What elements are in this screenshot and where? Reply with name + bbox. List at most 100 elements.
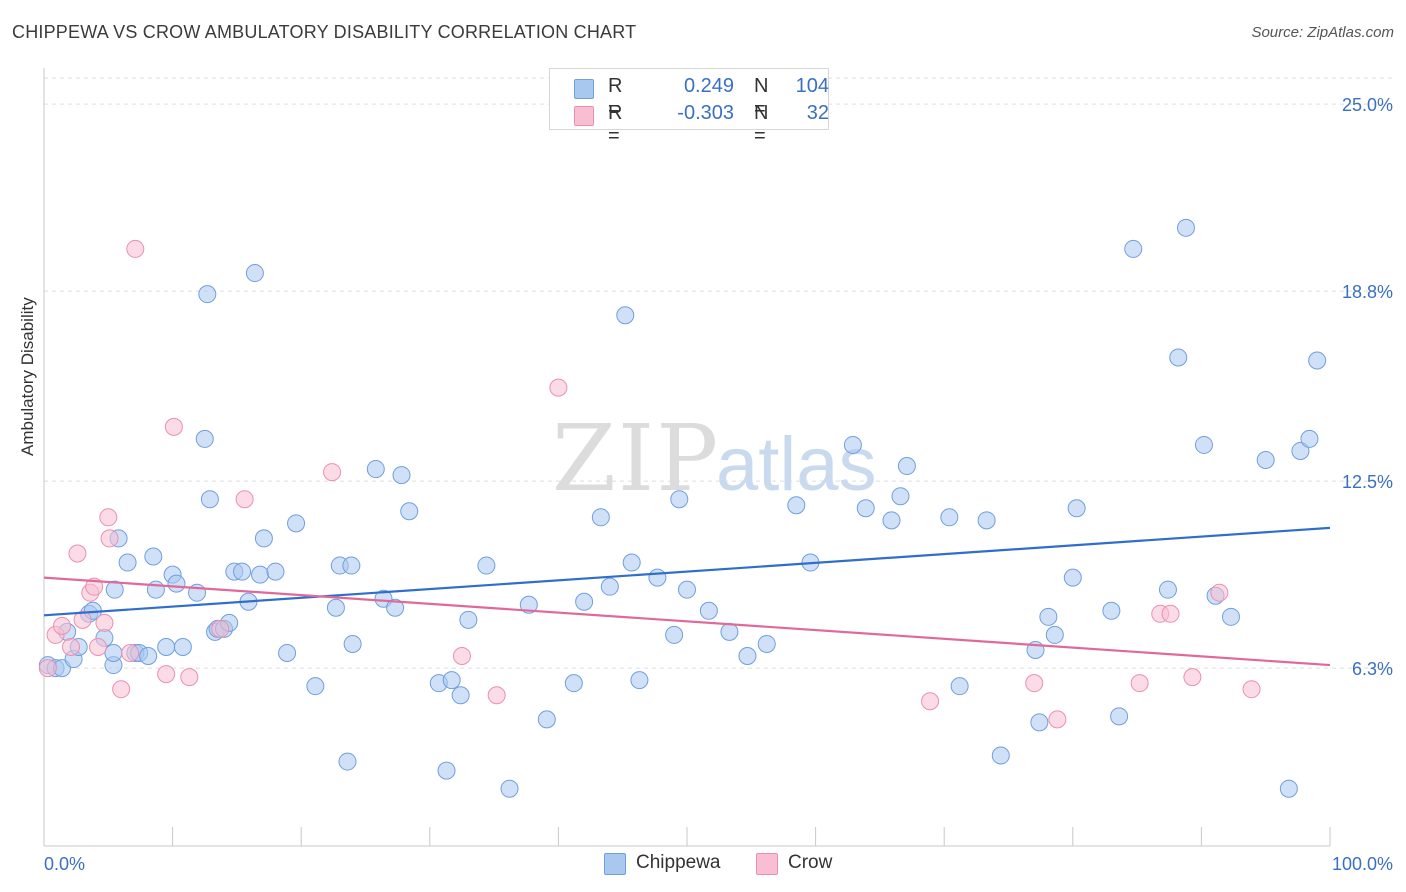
data-point — [665, 625, 684, 644]
data-point — [437, 761, 456, 780]
data-point — [126, 239, 145, 258]
data-point — [266, 562, 285, 581]
data-point — [62, 637, 81, 656]
data-point — [1169, 348, 1188, 367]
data-point — [233, 562, 252, 581]
data-point — [211, 619, 230, 638]
data-point — [343, 634, 362, 653]
grid-lines — [44, 77, 1392, 669]
data-point — [157, 665, 176, 684]
stats-legend-box: R = 0.249 N = 104 R = -0.303 N = 32 — [549, 68, 829, 147]
data-point — [1176, 218, 1195, 237]
data-point — [549, 378, 568, 397]
legend-label: Crow — [788, 852, 833, 873]
y-axis-label: Ambulatory Disability — [18, 297, 37, 456]
data-point — [342, 556, 361, 575]
data-point — [977, 511, 996, 530]
data-point — [648, 568, 667, 587]
data-point — [1194, 435, 1213, 454]
chart-title: CHIPPEWA VS CROW AMBULATORY DISABILITY C… — [12, 22, 637, 42]
data-point — [235, 490, 254, 509]
data-point — [921, 692, 940, 711]
x-tick-label: 0.0% — [44, 854, 85, 874]
data-point — [1102, 601, 1121, 620]
data-point — [1183, 668, 1202, 687]
data-point — [121, 644, 140, 663]
data-point — [537, 710, 556, 729]
data-point — [891, 487, 910, 506]
data-point — [68, 544, 87, 563]
data-point — [157, 637, 176, 656]
data-point — [338, 752, 357, 771]
x-tick-labels: 0.0% 100.0% — [44, 854, 1393, 874]
data-point — [245, 264, 264, 283]
data-point — [1279, 779, 1298, 798]
data-point — [306, 677, 325, 696]
data-point — [575, 592, 594, 611]
data-point — [459, 610, 478, 629]
data-point — [1025, 674, 1044, 693]
data-point — [167, 574, 186, 593]
data-point — [112, 680, 131, 699]
chippewa-swatch — [574, 79, 594, 99]
data-point — [53, 616, 72, 635]
y-tick-label: 12.5% — [1342, 472, 1393, 492]
data-point — [287, 514, 306, 533]
data-point — [591, 508, 610, 527]
data-point — [451, 686, 470, 705]
n-label: N = — [754, 102, 769, 147]
x-tick-label: 100.0% — [1332, 854, 1393, 874]
axes — [43, 68, 1331, 847]
data-point — [1110, 707, 1129, 726]
data-point — [1158, 580, 1177, 599]
data-point — [326, 598, 345, 617]
r-label: R = — [608, 75, 623, 120]
data-point — [1067, 499, 1086, 518]
data-point — [843, 435, 862, 454]
data-point — [452, 647, 471, 666]
data-point — [400, 502, 419, 521]
watermark-zip: ZIP — [552, 405, 720, 512]
data-point — [487, 686, 506, 705]
data-point — [1130, 674, 1149, 693]
data-point — [616, 306, 635, 325]
legend-swatch-chippewa — [604, 853, 626, 875]
data-point — [38, 659, 57, 678]
data-point — [100, 529, 119, 548]
data-point — [500, 779, 519, 798]
data-point — [254, 529, 273, 548]
watermark-atlas: atlas — [716, 422, 877, 507]
data-point — [278, 644, 297, 663]
y-tick-labels: 6.3% 12.5% 18.8% 25.0% — [1342, 95, 1393, 679]
data-point — [198, 285, 217, 304]
y-tick-label: 25.0% — [1342, 95, 1393, 115]
data-point — [200, 490, 219, 509]
data-point — [173, 637, 192, 656]
data-point — [164, 417, 183, 436]
legend-label: Chippewa — [636, 852, 721, 873]
data-point — [1063, 568, 1082, 587]
data-point — [720, 622, 739, 641]
data-point — [442, 671, 461, 690]
data-point — [477, 556, 496, 575]
data-point — [1210, 583, 1229, 602]
trend-line-crow — [43, 576, 1331, 667]
data-point — [73, 610, 92, 629]
data-point — [991, 746, 1010, 765]
n-value: 32 — [806, 102, 829, 124]
series-crow-points — [38, 239, 1261, 729]
trend-lines — [43, 526, 1331, 667]
data-point — [1221, 607, 1240, 626]
data-point — [600, 577, 619, 596]
n-value: 104 — [795, 75, 829, 97]
data-point — [856, 499, 875, 518]
y-tick-label: 18.8% — [1342, 282, 1393, 302]
data-point — [118, 553, 137, 572]
data-point — [1045, 625, 1064, 644]
data-point — [670, 490, 689, 509]
data-point — [180, 668, 199, 687]
trend-line-chippewa — [43, 526, 1331, 617]
crow-swatch — [574, 106, 594, 126]
data-point — [1256, 451, 1275, 470]
data-point — [323, 463, 342, 482]
